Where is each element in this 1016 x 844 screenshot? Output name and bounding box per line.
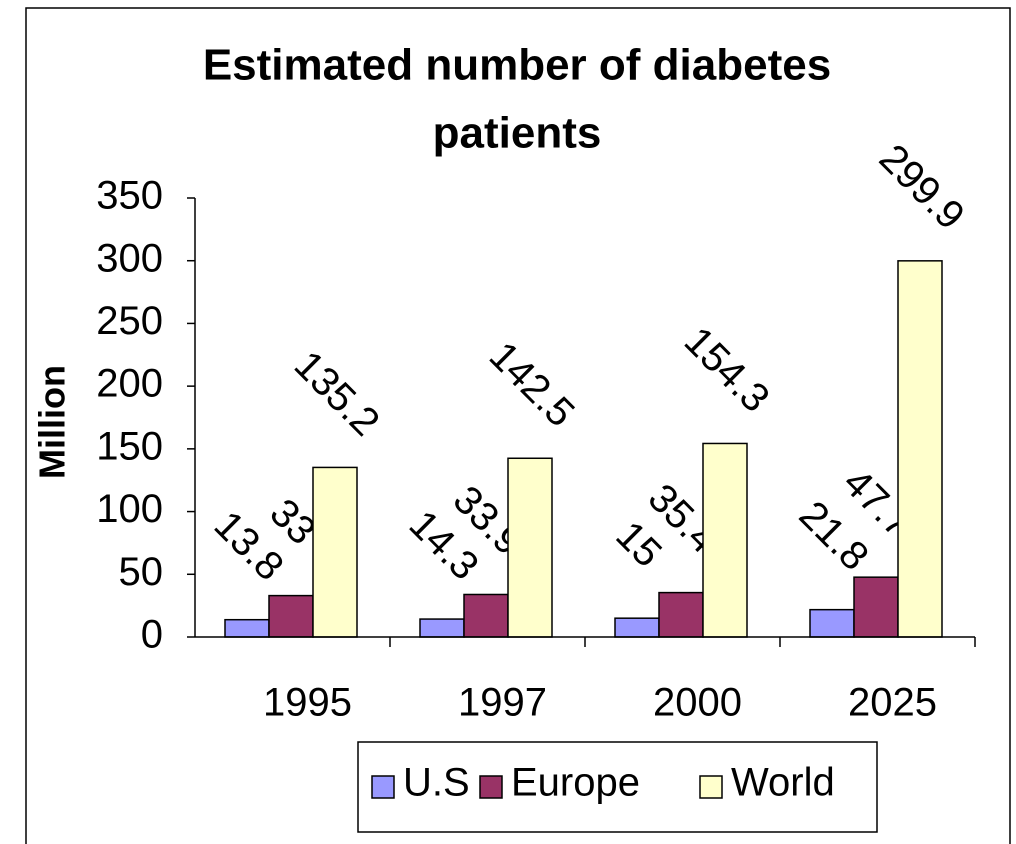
bar [897, 260, 943, 638]
y-tick-label: 100 [96, 487, 163, 531]
y-axis-label: Million [32, 365, 73, 479]
bar [853, 576, 899, 638]
bar [463, 593, 509, 638]
chart-title: patients [433, 109, 602, 158]
x-tick-label: 1995 [263, 681, 352, 725]
y-tick-label: 150 [96, 424, 163, 468]
x-tick-label: 2000 [653, 681, 742, 725]
x-tick-label: 2025 [848, 681, 937, 725]
y-tick-label: 300 [96, 236, 163, 280]
chart-border [25, 7, 1011, 844]
bar [658, 591, 704, 638]
legend-swatch [479, 775, 503, 799]
bar [507, 457, 553, 638]
bar [614, 617, 660, 638]
legend-swatch [371, 775, 395, 799]
legend-label: World [731, 761, 835, 805]
bar [702, 442, 748, 638]
bar [268, 594, 314, 638]
bar [224, 618, 270, 638]
bar [419, 618, 465, 638]
y-tick-label: 200 [96, 362, 163, 406]
x-tick-label: 1997 [458, 681, 547, 725]
legend-label: U.S [403, 761, 470, 805]
legend [357, 741, 878, 833]
legend-label: Europe [511, 761, 640, 805]
bar [809, 608, 855, 638]
y-tick-label: 0 [141, 613, 163, 657]
y-tick-label: 250 [96, 299, 163, 343]
legend-swatch [699, 775, 723, 799]
chart-title: Estimated number of diabetes [203, 41, 831, 90]
y-tick-label: 350 [96, 174, 163, 218]
y-tick-label: 50 [119, 550, 164, 594]
bar [312, 466, 358, 638]
